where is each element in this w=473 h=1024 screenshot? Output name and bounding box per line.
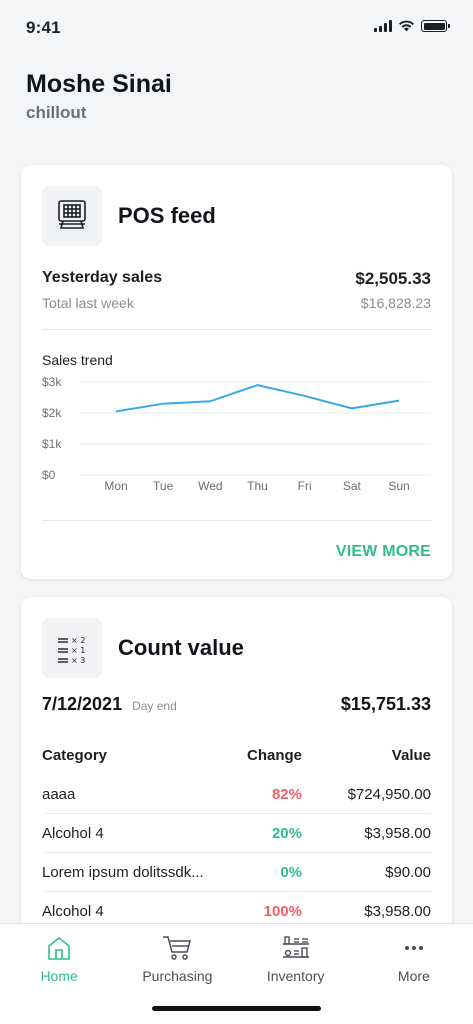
column-header-change: Change <box>246 746 302 764</box>
column-header-value: Value <box>391 746 431 764</box>
cart-icon <box>163 936 192 960</box>
x-tick-label: Tue <box>153 479 174 490</box>
user-name: Moshe Sinai <box>26 70 172 98</box>
status-icons <box>374 20 450 32</box>
tab-inventory[interactable]: Inventory <box>237 924 355 1024</box>
signal-icon <box>374 20 392 32</box>
inventory-icon <box>282 936 309 958</box>
view-more-row: VIEW MORE <box>42 521 431 583</box>
sales-trend-svg: $3k $2k $1k $0 Mon Tue Wed Thu Fri Sat Sun <box>42 375 431 490</box>
pos-feed-title: POS feed <box>118 203 216 228</box>
row-category: Lorem ipsum dolitssdk... <box>42 863 204 881</box>
count-date-row: 7/12/2021 Day end $15,751.33 <box>42 694 431 715</box>
count-date: 7/12/2021 <box>42 694 123 714</box>
svg-text:× 1: × 1 <box>71 646 85 655</box>
divider <box>42 520 431 521</box>
count-list-icon: × 2 × 1 × 3 <box>42 618 102 678</box>
tab-label: More <box>397 968 430 984</box>
row-value: $3,958.00 <box>364 824 431 842</box>
x-tick-label: Sun <box>388 479 409 490</box>
status-bar: 9:41 <box>0 0 473 58</box>
row-value: $3,958.00 <box>364 902 431 920</box>
last-week-row: Total last week $16,828.23 <box>42 295 431 311</box>
count-total: $15,751.33 <box>340 694 431 714</box>
last-week-value: $16,828.23 <box>360 295 431 311</box>
svg-text:× 2: × 2 <box>71 636 85 645</box>
count-table: Category Change Value aaaa 82% $724,950.… <box>42 743 431 931</box>
tab-label: Home <box>40 968 78 984</box>
tab-label: Purchasing <box>142 968 213 984</box>
column-header-category: Category <box>42 746 108 764</box>
wifi-icon <box>399 20 414 32</box>
chart-title: Sales trend <box>42 352 113 368</box>
sales-trend-chart: Sales trend $3k $2k $1k $0 Mon Tue Wed Thu Fri Sa… <box>42 330 431 520</box>
x-tick-label: Mon <box>104 479 127 490</box>
battery-icon <box>421 20 450 32</box>
home-icon <box>48 936 70 960</box>
x-tick-label: Fri <box>298 479 312 490</box>
row-category: Alcohol 4 <box>42 824 104 842</box>
row-change: 20% <box>271 824 302 842</box>
yesterday-sales-row: Yesterday sales $2,505.33 <box>42 269 431 289</box>
row-value: $90.00 <box>385 863 431 881</box>
svg-text:× 3: × 3 <box>71 656 85 665</box>
pos-feed-header: POS feed <box>42 186 431 246</box>
row-change: 82% <box>271 785 302 803</box>
yesterday-sales-label: Yesterday sales <box>42 269 163 286</box>
y-tick-label: $2k <box>42 406 62 420</box>
pos-terminal-icon <box>42 186 102 246</box>
table-row[interactable]: Alcohol 4 20% $3,958.00 <box>42 814 431 853</box>
status-time: 9:41 <box>26 18 61 37</box>
table-header: Category Change Value <box>42 743 431 767</box>
row-category: aaaa <box>42 785 76 803</box>
tab-label: Inventory <box>266 968 325 984</box>
tab-purchasing[interactable]: Purchasing <box>118 924 236 1024</box>
page-header: Moshe Sinai chillout <box>26 70 172 123</box>
last-week-label: Total last week <box>42 295 134 311</box>
tab-home[interactable]: Home <box>0 924 118 1024</box>
y-tick-label: $1k <box>42 437 62 451</box>
count-date-sub: Day end <box>132 699 177 713</box>
count-value-header: × 2 × 1 × 3 Count value <box>42 618 431 678</box>
row-change: 0% <box>280 863 302 881</box>
home-indicator <box>152 1006 321 1011</box>
divider <box>42 329 431 330</box>
x-tick-label: Thu <box>247 479 268 490</box>
table-row[interactable]: Lorem ipsum dolitssdk... 0% $90.00 <box>42 853 431 892</box>
more-dots-icon <box>404 946 423 950</box>
view-more-button[interactable]: VIEW MORE <box>335 543 431 560</box>
series-line <box>115 384 400 413</box>
yesterday-sales-value: $2,505.33 <box>355 269 431 288</box>
y-tick-label: $0 <box>42 468 56 482</box>
row-change: 100% <box>263 902 302 920</box>
x-tick-label: Wed <box>198 479 222 490</box>
x-tick-label: Sat <box>343 479 362 490</box>
store-name: chillout <box>26 103 87 122</box>
table-row[interactable]: aaaa 82% $724,950.00 <box>42 775 431 814</box>
row-category: Alcohol 4 <box>42 902 104 920</box>
pos-feed-card: POS feed Yesterday sales $2,505.33 Total… <box>21 165 452 579</box>
count-value-title: Count value <box>118 635 244 660</box>
row-value: $724,950.00 <box>347 785 431 803</box>
y-tick-label: $3k <box>42 375 62 389</box>
tab-more[interactable]: More <box>355 924 473 1024</box>
